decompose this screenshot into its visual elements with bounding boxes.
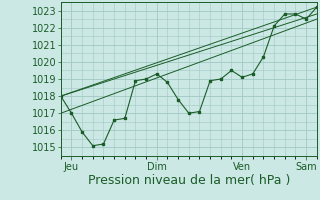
X-axis label: Pression niveau de la mer( hPa ): Pression niveau de la mer( hPa ) (88, 174, 290, 187)
